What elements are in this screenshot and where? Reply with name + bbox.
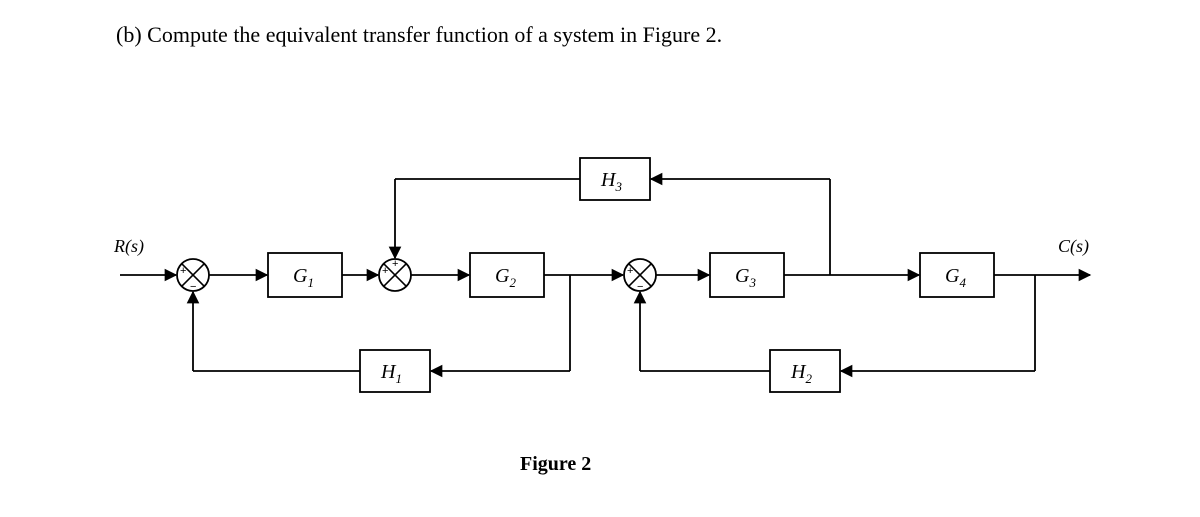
s1-sign-left: + [180, 265, 186, 277]
g1-sub: 1 [307, 275, 314, 290]
h1-sub: 1 [395, 371, 402, 386]
h3-label: H [600, 169, 617, 191]
g3-label: G [735, 265, 750, 287]
block-g4: G4 [920, 253, 994, 297]
s1-sign-bottom: − [190, 281, 196, 293]
figure-caption: Figure 2 [520, 453, 591, 475]
g2-sub: 2 [509, 275, 516, 290]
s2-sign-top: + [392, 258, 398, 270]
s3-sign-left: + [627, 265, 633, 277]
g2-label: G [495, 265, 510, 287]
h2-label: H [790, 361, 807, 383]
s2-sign-left: + [382, 265, 388, 277]
g3-sub: 3 [748, 275, 756, 290]
summing-junction-s2: + + [379, 258, 411, 291]
block-g1: G1 [268, 253, 342, 297]
h3-sub: 3 [614, 179, 622, 194]
summing-junction-s1: + − [177, 259, 209, 293]
h1-label: H [380, 361, 397, 383]
summing-junction-s3: + − [624, 259, 656, 293]
g4-label: G [945, 265, 960, 287]
block-diagram: R(s) + − G1 + + [0, 0, 1200, 517]
h2-sub: 2 [805, 371, 812, 386]
page: (b) Compute the equivalent transfer func… [0, 0, 1200, 517]
block-g2: G2 [470, 253, 544, 297]
input-label: R(s) [113, 236, 144, 257]
block-g3: G3 [710, 253, 784, 297]
g4-sub: 4 [959, 275, 966, 290]
g1-label: G [293, 265, 308, 287]
output-label: C(s) [1058, 236, 1089, 257]
s3-sign-bottom: − [637, 281, 643, 293]
